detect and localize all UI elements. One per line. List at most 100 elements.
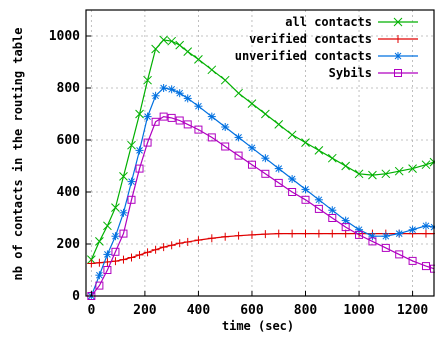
data-point-sybils [151,117,160,126]
y-tick-label: 600 [57,133,81,148]
data-point-verified-contacts [135,250,144,259]
data-point-sybils [288,188,297,196]
data-point-all-contacts [183,47,193,56]
data-point-sybils [274,178,283,187]
data-point-unverified-contacts [234,133,243,142]
data-point-sybils [341,223,350,232]
legend-marker-verified-contacts [394,35,402,43]
data-point-unverified-contacts [368,232,377,241]
data-point-all-contacts [394,166,404,176]
data-point-verified-contacts [194,236,203,245]
data-point-unverified-contacts [175,89,184,98]
data-point-verified-contacts [127,253,136,262]
series-line-unverified-contacts [90,87,435,297]
data-point-sybils [143,138,152,147]
data-point-unverified-contacts [341,216,350,225]
data-point-verified-contacts [111,257,120,266]
data-point-all-contacts [127,140,136,150]
data-point-unverified-contacts [143,112,152,121]
series-layer [87,35,435,300]
data-point-all-contacts [301,138,310,147]
data-point-unverified-contacts [314,195,323,204]
data-point-sybils [207,133,216,142]
data-point-sybils [111,247,120,256]
data-point-sybils [159,112,168,121]
y-tick-label: 400 [57,185,81,200]
data-point-all-contacts [234,88,243,98]
data-point-all-contacts [175,40,185,50]
data-point-verified-contacts [274,229,283,238]
data-point-verified-contacts [207,234,216,243]
data-point-unverified-contacts [301,185,310,194]
data-point-sybils [95,281,104,290]
legend-entry-verified-contacts: verified contacts [249,32,418,46]
y-axis-label: nb of contacts in the routing table [11,28,25,281]
series-sybils [87,112,435,300]
x-tick-label: 200 [133,303,157,318]
legend-entry-unverified-contacts: unverified contacts [235,49,418,63]
data-point-sybils [175,116,184,125]
data-point-sybils [408,256,417,265]
series-verified-contacts [87,229,435,268]
data-point-sybils [314,204,323,213]
legend-label-sybils: Sybils [329,66,372,80]
data-point-verified-contacts [143,248,152,257]
data-point-all-contacts [341,161,351,171]
data-point-all-contacts [207,65,217,75]
data-point-unverified-contacts [151,91,160,100]
x-tick-label: 0 [87,303,95,318]
data-point-all-contacts [327,153,337,163]
series-unverified-contacts [87,84,435,300]
data-point-sybils [167,113,176,122]
data-point-verified-contacts [167,241,176,250]
legend-marker-sybils [394,69,402,77]
data-point-all-contacts [159,35,168,45]
data-point-unverified-contacts [247,143,256,152]
data-point-all-contacts [261,109,270,119]
data-point-sybils [127,195,136,204]
x-tick-label: 600 [240,303,264,318]
data-point-sybils [247,160,256,169]
legend-label-all-contacts: all contacts [285,15,372,29]
x-tick-label: 1200 [397,303,428,318]
data-point-all-contacts [247,99,257,108]
data-point-unverified-contacts [159,84,168,92]
data-point-all-contacts [194,55,203,64]
data-point-sybils [368,237,377,246]
data-point-unverified-contacts [328,206,337,215]
data-point-all-contacts [354,169,364,179]
data-point-all-contacts [167,36,177,46]
data-point-unverified-contacts [408,225,417,234]
data-point-unverified-contacts [288,175,297,183]
data-point-sybils [234,151,243,160]
data-point-unverified-contacts [103,250,112,259]
y-tick-label: 0 [72,289,80,304]
data-point-unverified-contacts [421,221,430,230]
data-point-all-contacts [220,75,230,85]
x-tick-label: 400 [187,303,211,318]
data-point-verified-contacts [151,245,160,254]
data-point-all-contacts [381,169,391,179]
y-tick-label: 200 [57,237,81,252]
data-point-verified-contacts [421,229,430,238]
data-point-verified-contacts [159,243,168,252]
data-point-verified-contacts [95,258,104,267]
data-point-verified-contacts [119,255,128,264]
data-point-unverified-contacts [395,229,404,238]
legend-label-verified-contacts: verified contacts [249,32,372,46]
data-point-unverified-contacts [111,232,120,241]
data-point-all-contacts [143,75,152,85]
data-point-all-contacts [95,237,104,246]
series-line-sybils [90,115,435,297]
data-point-unverified-contacts [261,154,270,163]
legend-marker-unverified-contacts [394,52,402,60]
data-point-sybils [183,120,192,129]
data-point-unverified-contacts [127,177,136,186]
data-point-unverified-contacts [135,146,144,155]
data-point-sybils [395,250,404,259]
data-point-unverified-contacts [119,208,128,217]
data-point-unverified-contacts [355,225,364,234]
data-point-unverified-contacts [274,164,283,173]
data-point-all-contacts [103,221,112,231]
